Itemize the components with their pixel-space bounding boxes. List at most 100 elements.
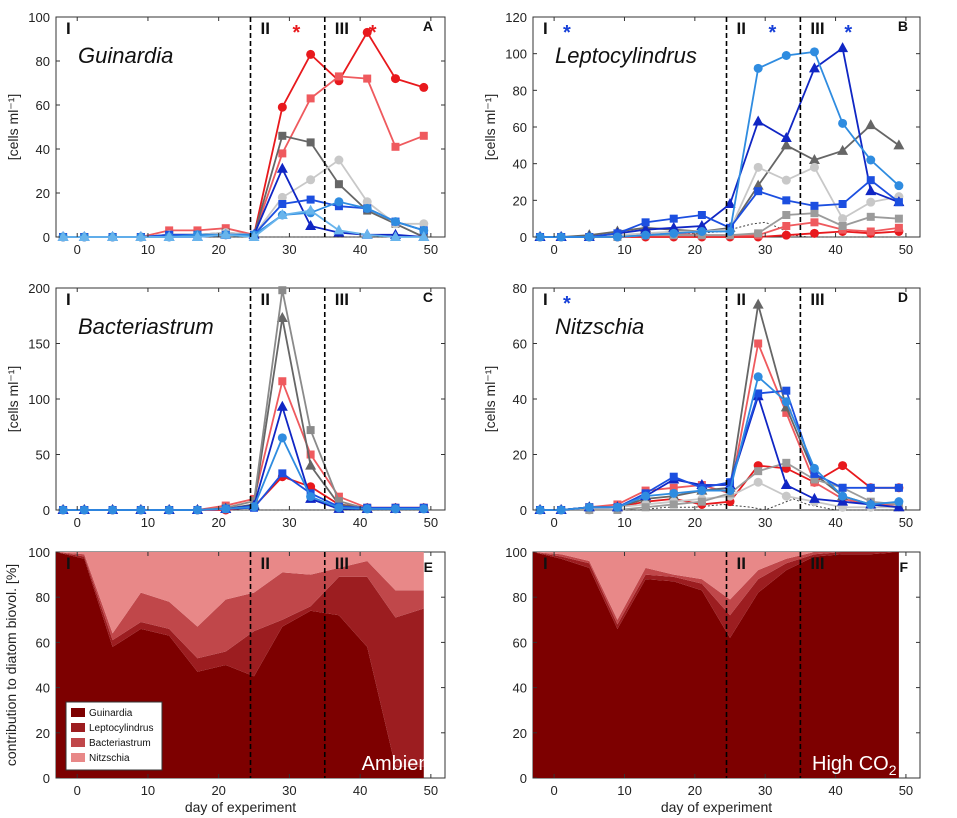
y-axis-label: [cells ml⁻¹] — [5, 94, 21, 161]
y-tick-label: 100 — [28, 10, 50, 25]
x-tick-label: 40 — [353, 515, 367, 530]
x-tick-label: 10 — [617, 242, 631, 257]
y-tick-label: 20 — [36, 726, 50, 741]
data-point — [754, 467, 763, 476]
data-point — [838, 118, 848, 128]
significance-star: * — [563, 293, 571, 315]
y-tick-label: 20 — [513, 448, 527, 463]
phase-label: III — [335, 554, 349, 573]
data-point — [535, 232, 545, 242]
data-point — [107, 231, 119, 241]
data-point — [640, 223, 652, 234]
y-tick-label: 40 — [513, 157, 527, 172]
data-point — [782, 211, 791, 219]
stack-area-nitzschia — [56, 552, 424, 634]
panel-label: D — [898, 289, 908, 305]
data-point — [809, 228, 819, 238]
x-tick-label: 20 — [688, 783, 702, 798]
y-tick-label: 20 — [513, 193, 527, 208]
data-point — [753, 162, 763, 172]
data-point — [894, 483, 903, 492]
data-point — [334, 197, 344, 207]
y-tick-label: 20 — [36, 186, 50, 201]
y-tick-label: 100 — [28, 392, 50, 407]
data-point — [419, 225, 429, 235]
x-tick-label: 10 — [141, 242, 155, 257]
data-point — [810, 201, 819, 210]
data-point — [556, 505, 566, 515]
data-point — [782, 408, 791, 417]
data-point — [894, 181, 904, 191]
x-tick-label: 20 — [211, 515, 225, 530]
y-tick-label: 60 — [36, 98, 50, 113]
stack-area-leptocylindrus — [533, 552, 899, 638]
data-point — [278, 131, 287, 140]
data-point — [782, 196, 791, 205]
legend-entry: Bacteriastrum — [89, 738, 151, 749]
data-point — [221, 504, 231, 514]
data-point — [276, 162, 288, 173]
data-point — [838, 222, 847, 230]
data-point — [278, 286, 287, 295]
x-tick-label: 0 — [550, 515, 557, 530]
data-point — [419, 131, 428, 140]
y-axis-label: [cells ml⁻¹] — [482, 94, 498, 161]
x-tick-label: 20 — [688, 242, 702, 257]
data-point — [894, 223, 903, 232]
stack-area-leptocylindrus — [56, 552, 424, 767]
condition-text: High CO — [812, 753, 889, 775]
data-point — [612, 502, 622, 512]
y-tick-label: 100 — [505, 545, 527, 560]
phase-label: III — [810, 554, 824, 573]
data-point — [781, 51, 791, 60]
data-point — [584, 502, 594, 512]
data-point — [192, 505, 202, 515]
y-tick-label: 50 — [36, 448, 50, 463]
y-axis-label: [cells ml⁻¹] — [5, 366, 21, 433]
data-point — [419, 82, 429, 92]
data-point — [641, 491, 651, 501]
data-point — [390, 74, 400, 84]
data-point — [136, 505, 146, 515]
data-point — [362, 197, 372, 207]
data-point — [641, 230, 651, 240]
phase-label: II — [261, 554, 270, 573]
data-point — [278, 469, 287, 478]
data-point — [276, 209, 288, 219]
data-point — [164, 505, 174, 515]
series-line-amb_bact — [540, 124, 900, 238]
data-point — [362, 27, 372, 37]
panel-label: B — [898, 18, 908, 34]
x-tick-label: 40 — [828, 242, 842, 257]
data-point — [754, 229, 763, 238]
series-line-hi_bact — [540, 50, 900, 238]
x-tick-label: 30 — [758, 783, 772, 798]
data-point — [363, 74, 372, 83]
legend-swatch — [71, 753, 85, 762]
y-tick-label: 200 — [28, 281, 50, 296]
y-tick-label: 100 — [505, 47, 527, 62]
data-point — [306, 175, 316, 185]
y-tick-label: 40 — [36, 681, 50, 696]
data-point — [669, 488, 679, 498]
data-point — [753, 63, 763, 73]
significance-star: * — [563, 22, 571, 44]
data-point — [669, 472, 678, 481]
data-point — [838, 214, 848, 224]
data-point — [669, 500, 678, 509]
significance-star: * — [769, 22, 777, 44]
significance-star: * — [844, 22, 852, 44]
data-point — [696, 220, 708, 230]
x-tick-label: 0 — [74, 783, 81, 798]
x-tick-label: 20 — [211, 242, 225, 257]
stack-area-guinardia — [533, 552, 899, 778]
data-point — [781, 175, 791, 185]
phase-label: II — [737, 554, 746, 573]
data-point — [866, 483, 875, 492]
data-point — [78, 231, 90, 241]
data-point — [808, 62, 820, 73]
y-axis-label: [cells ml⁻¹] — [482, 366, 498, 433]
